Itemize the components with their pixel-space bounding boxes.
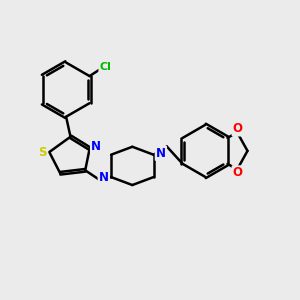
Text: S: S [39, 146, 47, 159]
Text: N: N [156, 147, 166, 160]
Text: O: O [233, 167, 243, 179]
Text: Cl: Cl [100, 62, 111, 72]
Text: N: N [99, 171, 109, 184]
Text: N: N [91, 140, 101, 153]
Text: O: O [233, 122, 243, 135]
